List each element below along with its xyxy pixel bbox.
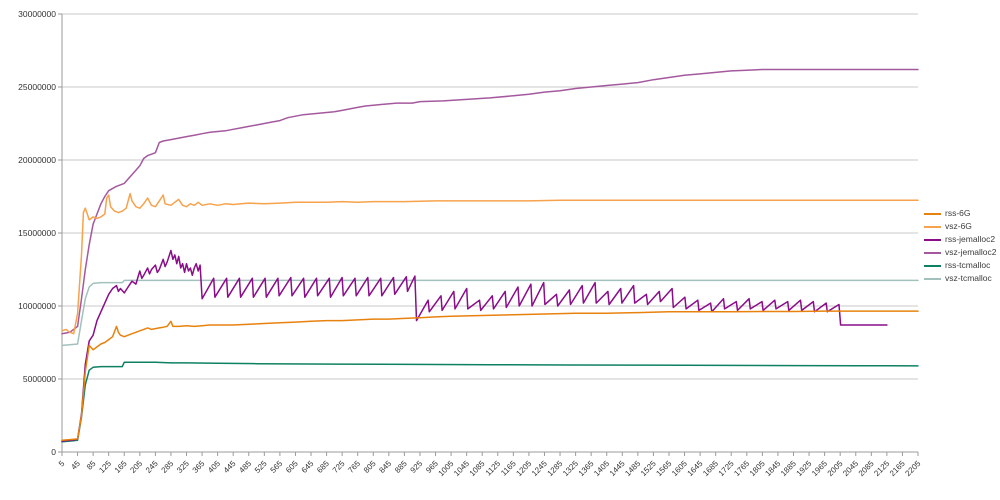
x-tick-label: 1005 — [437, 459, 456, 478]
x-tick-label: 525 — [253, 459, 269, 475]
x-tick-label: 285 — [160, 459, 176, 475]
legend-line-swatch — [924, 277, 941, 280]
y-tick-label: 10000000 — [18, 301, 56, 311]
x-tick-label: 2005 — [826, 459, 845, 478]
legend-label: vsz-jemalloc2 — [945, 247, 997, 257]
x-tick-label: 1805 — [748, 459, 767, 478]
series-line-vsz-jemalloc2 — [61, 68, 919, 335]
series-line-vsz-tcmalloc — [61, 279, 919, 347]
series-line-rss-jemalloc2 — [61, 249, 888, 442]
x-tick-label: 325 — [175, 459, 191, 475]
x-tick-label: 1965 — [810, 459, 829, 478]
x-tick-label: 765 — [346, 459, 362, 475]
y-tick-label: 15000000 — [18, 228, 56, 238]
series-line-rss-6G — [61, 310, 919, 442]
x-tick-label: 85 — [85, 459, 98, 472]
x-tick-label: 1205 — [514, 459, 533, 478]
y-tick-label: 5000000 — [23, 374, 56, 384]
x-tick-label: 1285 — [546, 459, 565, 478]
series-line-vsz-6G — [61, 192, 919, 335]
x-tick-label: 1365 — [577, 459, 596, 478]
x-tick-label: 1765 — [732, 459, 751, 478]
x-tick-label: 245 — [144, 459, 160, 475]
x-tick-label: 5 — [57, 459, 67, 469]
x-tick-label: 1165 — [499, 459, 518, 478]
legend-item-vsz-tcmalloc: vsz-tcmalloc — [924, 272, 997, 285]
legend-item-vsz-6G: vsz-6G — [924, 220, 997, 233]
legend-item-rss-jemalloc2: rss-jemalloc2 — [924, 233, 997, 246]
x-tick-label: 2045 — [841, 459, 860, 478]
legend-line-swatch — [924, 212, 941, 215]
y-tick-label: 25000000 — [18, 82, 56, 92]
x-tick-label: 1485 — [623, 459, 642, 478]
legend-item-vsz-jemalloc2: vsz-jemalloc2 — [924, 246, 997, 259]
legend-label: vsz-tcmalloc — [945, 273, 992, 283]
legend-item-rss-tcmalloc: rss-tcmalloc — [924, 259, 997, 272]
x-tick-label: 805 — [362, 459, 378, 475]
x-tick-label: 445 — [222, 459, 238, 475]
x-tick-label: 405 — [206, 459, 222, 475]
legend-line-swatch — [924, 264, 941, 267]
x-tick-label: 1645 — [686, 459, 705, 478]
legend-label: rss-6G — [945, 208, 971, 218]
x-tick-label: 2165 — [888, 459, 907, 478]
x-tick-label: 1845 — [763, 459, 782, 478]
x-tick-label: 2085 — [857, 459, 876, 478]
x-tick-label: 725 — [331, 459, 347, 475]
legend-line-swatch — [924, 238, 941, 241]
x-tick-label: 1445 — [608, 459, 627, 478]
y-tick-label: 20000000 — [18, 155, 56, 165]
x-tick-label: 125 — [97, 459, 113, 475]
legend: rss-6G vsz-6G rss-jemalloc2 vsz-jemalloc2 rs… — [924, 207, 997, 285]
y-tick-label: 0 — [51, 447, 56, 457]
x-tick-label: 1605 — [670, 459, 689, 478]
x-tick-label: 1685 — [701, 459, 720, 478]
x-tick-label: 1085 — [468, 459, 487, 478]
x-tick-label: 365 — [191, 459, 207, 475]
x-tick-label: 565 — [268, 459, 284, 475]
x-tick-label: 165 — [113, 459, 129, 475]
legend-item-rss-6G: rss-6G — [924, 207, 997, 220]
x-tick-label: 1565 — [654, 459, 673, 478]
x-tick-label: 685 — [315, 459, 331, 475]
x-tick-label: 885 — [393, 459, 409, 475]
x-tick-label: 1525 — [639, 459, 658, 478]
x-tick-label: 605 — [284, 459, 300, 475]
x-tick-label: 1325 — [561, 459, 580, 478]
x-tick-label: 1045 — [452, 459, 471, 478]
legend-line-swatch — [924, 225, 941, 228]
x-tick-label: 205 — [128, 459, 144, 475]
x-tick-label: 2125 — [872, 459, 891, 478]
x-tick-label: 1405 — [592, 459, 611, 478]
x-tick-label: 645 — [300, 459, 316, 475]
y-tick-label: 30000000 — [18, 9, 56, 19]
legend-label: rss-jemalloc2 — [945, 234, 996, 244]
x-tick-label: 1245 — [530, 459, 549, 478]
x-tick-label: 485 — [237, 459, 253, 475]
x-tick-label: 1725 — [717, 459, 736, 478]
x-tick-label: 1125 — [484, 459, 503, 478]
x-tick-label: 845 — [377, 459, 393, 475]
series-line-rss-tcmalloc — [61, 361, 919, 443]
x-tick-label: 2205 — [903, 459, 922, 478]
legend-label: rss-tcmalloc — [945, 260, 991, 270]
x-tick-label: 45 — [69, 459, 82, 472]
legend-line-swatch — [924, 251, 941, 254]
x-tick-label: 925 — [409, 459, 425, 475]
legend-label: vsz-6G — [945, 221, 972, 231]
x-tick-label: 1925 — [795, 459, 814, 478]
x-tick-label: 1885 — [779, 459, 798, 478]
